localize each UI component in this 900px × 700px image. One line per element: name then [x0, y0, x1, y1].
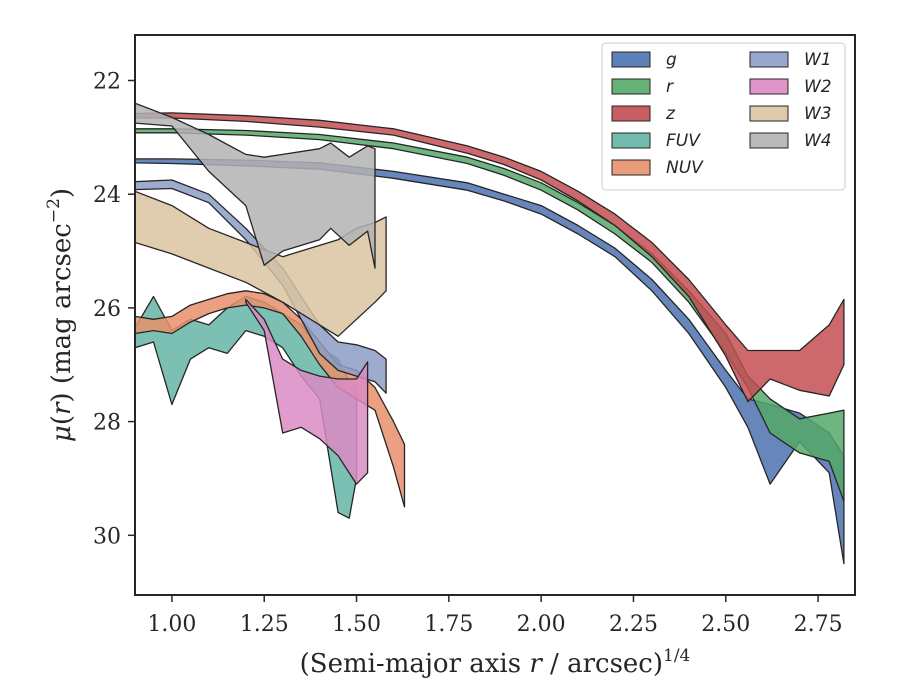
band-w2 — [245, 298, 369, 485]
x-tick-label: 1.50 — [332, 612, 381, 637]
legend-label-w1: W1 — [804, 50, 832, 70]
y-tick-label: 30 — [93, 524, 121, 549]
legend-label-nuv: NUV — [666, 158, 704, 178]
x-tick-label: 1.75 — [424, 612, 473, 637]
legend: grz FUV NUV W1 W2 W3 W4 — [601, 42, 846, 191]
legend-label-w2: W2 — [804, 77, 832, 97]
x-ticks: 1.00 1.25 1.50 1.75 2.00 2.25 2.50 2.75 — [147, 595, 843, 637]
x-tick-label: 1.25 — [240, 612, 289, 637]
y-tick-label: 28 — [93, 411, 121, 436]
y-tick-label: 22 — [93, 69, 121, 94]
x-tick-label: 2.25 — [609, 612, 658, 637]
x-tick-label: 2.75 — [794, 612, 843, 637]
legend-label-w4: W4 — [804, 131, 832, 151]
band-nuv — [135, 290, 406, 508]
x-tick-label: 2.00 — [517, 612, 566, 637]
plot-frame — [134, 34, 856, 596]
legend-swatch-w4 — [749, 132, 789, 149]
y-ticks: 22 24 26 28 30 — [93, 69, 135, 549]
bands-layer — [135, 102, 845, 565]
legend-swatch-r — [611, 78, 651, 95]
legend-swatch-fuv — [611, 132, 651, 149]
legend-swatch-w1 — [749, 51, 789, 68]
legend-label-w3: W3 — [804, 104, 832, 124]
legend-swatch-g — [611, 51, 651, 68]
band-w4 — [135, 102, 376, 269]
y-axis-label: μ(r) (mag arcsec−2) — [44, 188, 77, 442]
y-tick-label: 24 — [93, 183, 121, 208]
legend-swatch-nuv — [611, 159, 651, 176]
x-axis-label: (Semi-major axis r / arcsec)1/4 — [300, 646, 691, 679]
legend-label-z: z — [665, 104, 676, 124]
legend-swatch-w2 — [749, 78, 789, 95]
legend-label-r: r — [666, 77, 674, 97]
band-g — [135, 158, 845, 565]
legend-swatch-w3 — [749, 105, 789, 122]
y-tick-label: 26 — [93, 297, 121, 322]
x-tick-label: 1.00 — [147, 612, 196, 637]
band-z — [135, 112, 845, 403]
legend-label-fuv: FUV — [666, 131, 701, 151]
x-tick-label: 2.50 — [701, 612, 750, 637]
legend-label-g: g — [666, 50, 677, 70]
legend-swatch-z — [611, 105, 651, 122]
